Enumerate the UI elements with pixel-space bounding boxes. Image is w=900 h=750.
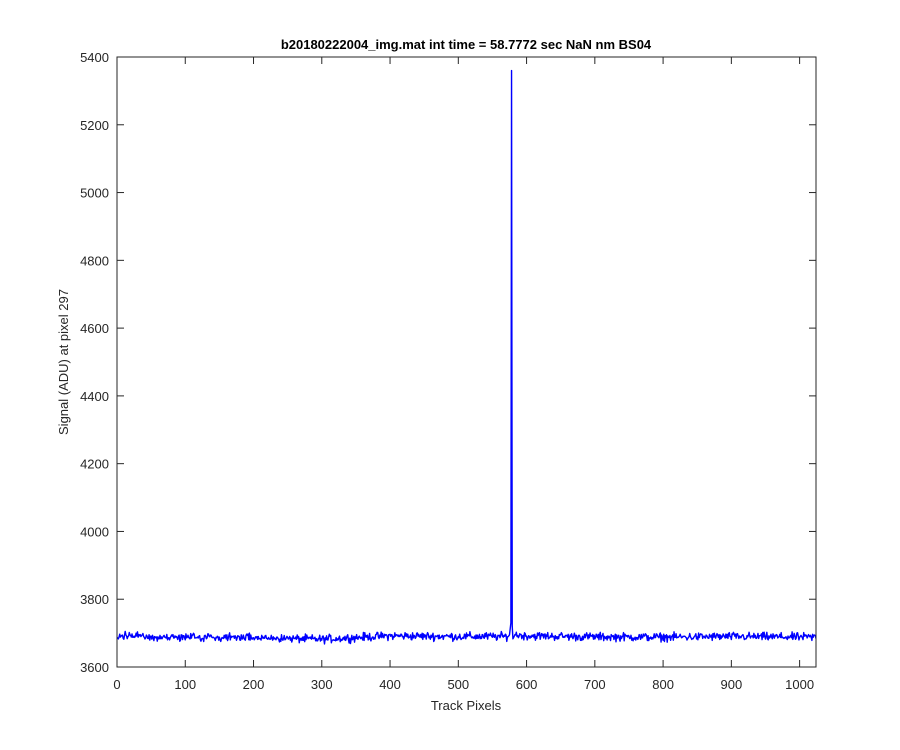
x-tick-label: 1000 xyxy=(785,677,814,692)
y-tick-label: 4000 xyxy=(80,524,109,539)
axes-background xyxy=(117,57,816,667)
x-tick-label: 500 xyxy=(447,677,469,692)
x-tick-label: 700 xyxy=(584,677,606,692)
x-tick-label: 200 xyxy=(243,677,265,692)
x-axis-label: Track Pixels xyxy=(431,698,502,713)
x-tick-label: 0 xyxy=(113,677,120,692)
axes-frame xyxy=(116,56,817,668)
y-tick-label: 4600 xyxy=(80,321,109,336)
y-tick-label: 4800 xyxy=(80,253,109,268)
y-axis-ticks: 3600 3800 4000 4200 4400 4600 4800 5000 5200 5400 xyxy=(80,50,816,675)
y-tick-label: 5400 xyxy=(80,50,109,65)
x-tick-label: 600 xyxy=(516,677,538,692)
y-tick-label: 3600 xyxy=(80,660,109,675)
signal-series-line xyxy=(117,69,816,645)
x-tick-label: 800 xyxy=(652,677,674,692)
y-tick-label: 4400 xyxy=(80,389,109,404)
y-tick-label: 5200 xyxy=(80,118,109,133)
chart-title: b20180222004_img.mat int time = 58.7772 … xyxy=(281,37,652,52)
y-axis-label: Signal (ADU) at pixel 297 xyxy=(56,289,71,435)
x-tick-label: 100 xyxy=(174,677,196,692)
y-tick-label: 4200 xyxy=(80,457,109,472)
x-tick-label: 900 xyxy=(721,677,743,692)
plot-area: 0 100 200 300 400 500 600 700 800 900 1000 3600 380… xyxy=(80,50,817,692)
y-tick-label: 3800 xyxy=(80,592,109,607)
x-tick-label: 400 xyxy=(379,677,401,692)
x-tick-label: 300 xyxy=(311,677,333,692)
y-tick-label: 5000 xyxy=(80,186,109,201)
series-layer xyxy=(117,69,816,645)
x-axis-ticks: 0 100 200 300 400 500 600 700 800 900 1000 xyxy=(113,57,814,692)
